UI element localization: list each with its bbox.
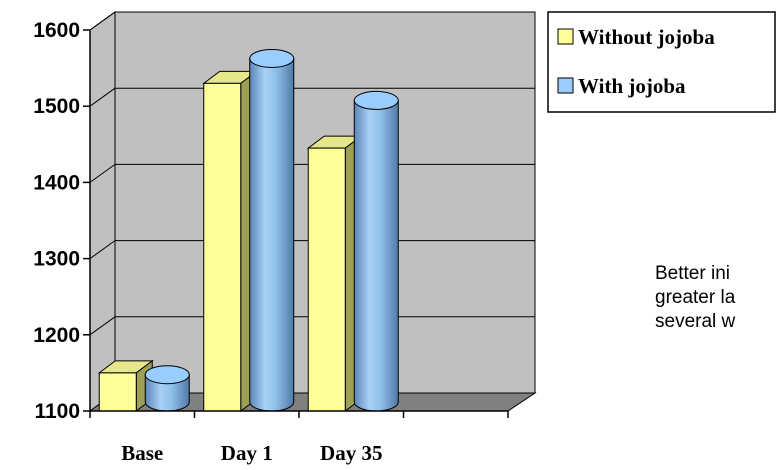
bar-with-jojoba-top [249,48,295,68]
bar-with-jojoba [249,57,295,412]
bar-with-jojoba-top [353,90,399,110]
legend-label: Without jojoba [578,25,715,49]
y-tick-label: 1300 [33,248,80,271]
legend-label: With jojoba [578,74,686,98]
x-tick-label: Day 35 [320,441,382,465]
gridline-side [89,163,116,183]
gridline-side [89,11,116,31]
bars [97,48,399,412]
bar-without-jojoba [203,82,242,412]
axes: 1100 1200 1300 1400 1500 1600 Base Day 1 Day 35 [33,19,509,465]
legend-swatch [557,28,574,45]
x-tick-label: Base [121,441,163,465]
bar-without-jojoba [98,372,137,412]
legend: Without jojoba With jojoba [547,11,776,113]
annotation-line-3: several w [655,311,736,332]
y-tick-label: 1200 [33,324,80,347]
y-tick-label: 1400 [33,171,80,194]
legend-swatch [557,77,574,94]
bar-without-jojoba [307,147,346,412]
bar-with-jojoba-top [144,365,190,385]
gridline-side [89,87,116,107]
annotation-line-2: greater la [655,287,736,308]
gridline-side [89,240,116,260]
gridline-side [89,316,116,336]
bar-with-jojoba [353,99,399,412]
annotation-line-1: Better ini [655,263,730,284]
legend-box [547,11,776,113]
y-tick-label: 1500 [33,95,80,118]
x-tick-label: Day 1 [221,441,273,465]
side-wall [89,11,116,412]
annotation-text: Better ini greater la several w [655,262,777,334]
y-tick-label: 1100 [34,400,80,423]
y-tick-label: 1600 [33,19,80,42]
